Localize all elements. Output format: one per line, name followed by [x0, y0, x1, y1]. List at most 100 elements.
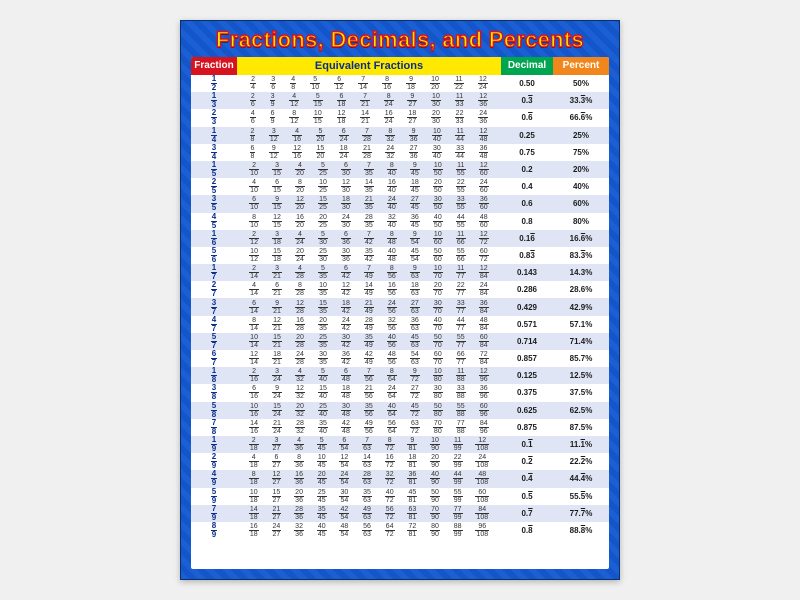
decimal-cell: 0.2 — [501, 165, 553, 174]
decimal-cell: 0.7 — [501, 509, 553, 518]
decimal-cell: 0.8 — [501, 217, 553, 226]
decimal-cell: 0.625 — [501, 406, 553, 415]
percent-cell: 85.7% — [553, 354, 609, 363]
decimal-cell: 0.571 — [501, 320, 553, 329]
percent-cell: 71.4% — [553, 337, 609, 346]
table-row: 3468912121615201824212824322736304033443… — [191, 144, 609, 161]
fraction-cell: 29 — [191, 453, 237, 470]
equivalent-cell: 1014152120282535304235494056456350705577… — [237, 334, 501, 349]
equivalent-cell: 4106158201025123014351640184520502255246… — [237, 179, 501, 194]
percent-cell: 11.1% — [553, 440, 609, 449]
equivalent-cell: 216324432540648756864972108011881296 — [237, 368, 501, 383]
equivalent-cell: 1012151820242530303635424048455450605566… — [237, 248, 501, 263]
table-row: 2346698121015121814211624182720302233243… — [191, 109, 609, 126]
fraction-cell: 49 — [191, 470, 237, 487]
table-row: 122436485106127148169181020112212240.505… — [191, 75, 609, 92]
fraction-cell: 14 — [191, 127, 237, 144]
sheet: Fraction Equivalent Fractions Decimal Pe… — [191, 57, 609, 569]
fraction-cell: 34 — [191, 144, 237, 161]
table-row: 3561091512201525183021352440274530503355… — [191, 195, 609, 212]
equivalent-cell: 1214182124283035364242494856546360706677… — [237, 351, 501, 366]
fraction-cell: 27 — [191, 281, 237, 298]
table-row: 182163244325406487568649721080118812960.… — [191, 367, 609, 384]
header-decimal: Decimal — [501, 57, 553, 75]
equivalent-cell: 210315420525630735840945105011551260 — [237, 162, 501, 177]
decimal-cell: 0.714 — [501, 337, 553, 346]
fraction-cell: 79 — [191, 505, 237, 522]
table-row: 14283124165206247288329361040114412480.2… — [191, 127, 609, 144]
percent-cell: 12.5% — [553, 371, 609, 380]
equivalent-cell: 6149211228153518422149245627633070337736… — [237, 300, 501, 315]
fraction-cell: 16 — [191, 230, 237, 247]
table-row: 2541061582010251230143516401845205022552… — [191, 178, 609, 195]
table-row: 8916182427323640454854566364727281809088… — [191, 522, 609, 539]
header-fraction: Fraction — [191, 57, 237, 75]
percent-cell: 60% — [553, 199, 609, 208]
equivalent-cell: 6169241232154018482156246427723080338836… — [237, 385, 501, 400]
equivalent-cell: 8181227163620452454286332723681409044994… — [237, 471, 501, 486]
percent-cell: 22.2% — [553, 457, 609, 466]
decimal-cell: 0.6 — [501, 113, 553, 122]
fraction-cell: 56 — [191, 247, 237, 264]
table-row: 5910181527203625453054356340724581509055… — [191, 488, 609, 505]
fraction-cell: 35 — [191, 195, 237, 212]
equivalent-cell: 1018152720362545305435634072458150905599… — [237, 489, 501, 504]
decimal-cell: 0.4 — [501, 182, 553, 191]
equivalent-cell: 466981210151218142116241827203022332436 — [237, 110, 501, 125]
equivalent-cell: 1618242732364045485456636472728180908899… — [237, 523, 501, 538]
decimal-cell: 0.4 — [501, 474, 553, 483]
equivalent-cell: 8101215162020252430283532403645405044554… — [237, 214, 501, 229]
percent-cell: 88.8% — [553, 526, 609, 535]
percent-cell: 44.4% — [553, 474, 609, 483]
fraction-cell: 37 — [191, 299, 237, 316]
decimal-cell: 0.1 — [501, 440, 553, 449]
percent-cell: 25% — [553, 131, 609, 140]
percent-cell: 80% — [553, 217, 609, 226]
header-percent: Percent — [553, 57, 609, 75]
decimal-cell: 0.375 — [501, 388, 553, 397]
equivalent-cell: 4146218281035124214491656186320702277248… — [237, 282, 501, 297]
fraction-cell: 18 — [191, 367, 237, 384]
percent-cell: 20% — [553, 165, 609, 174]
percent-cell: 16.6% — [553, 234, 609, 243]
decimal-cell: 0.857 — [501, 354, 553, 363]
decimal-cell: 0.2 — [501, 457, 553, 466]
equivalent-cell: 6109151220152518302135244027453050335536… — [237, 196, 501, 211]
table-row: 2941862783610451254146316721881209022992… — [191, 453, 609, 470]
percent-cell: 87.5% — [553, 423, 609, 432]
fraction-cell: 13 — [191, 92, 237, 109]
table-row: 172143214285356427498569631070117712840.… — [191, 264, 609, 281]
decimal-cell: 0.83 — [501, 251, 553, 260]
equivalent-cell: 1418212728363545425449635672638170907799… — [237, 506, 501, 521]
fraction-cell: 45 — [191, 213, 237, 230]
table-row: 7914182127283635454254496356726381709077… — [191, 505, 609, 522]
poster-title: Fractions, Decimals, and Percents — [191, 27, 609, 53]
table-row: 3861692412321540184821562464277230803388… — [191, 384, 609, 401]
fraction-cell: 23 — [191, 109, 237, 126]
poster: Fractions, Decimals, and Percents Fracti… — [180, 20, 620, 580]
decimal-cell: 0.3 — [501, 96, 553, 105]
decimal-cell: 0.16 — [501, 234, 553, 243]
equivalent-cell: 6891212161520182421282432273630403344364… — [237, 145, 501, 160]
table-body: 122436485106127148169181020112212240.505… — [191, 75, 609, 569]
percent-cell: 57.1% — [553, 320, 609, 329]
equivalent-cell: 2183274365456547638729811090119912108 — [237, 437, 501, 452]
percent-cell: 83.3% — [553, 251, 609, 260]
table-row: 4581012151620202524302835324036454050445… — [191, 213, 609, 230]
fraction-cell: 15 — [191, 161, 237, 178]
decimal-cell: 0.50 — [501, 79, 553, 88]
fraction-cell: 12 — [191, 75, 237, 92]
equivalent-cell: 28312416520624728832936104011441248 — [237, 128, 501, 143]
table-row: 5810161524203225403048355640644572508055… — [191, 402, 609, 419]
decimal-cell: 0.75 — [501, 148, 553, 157]
percent-cell: 77.7% — [553, 509, 609, 518]
decimal-cell: 0.875 — [501, 423, 553, 432]
fraction-cell: 47 — [191, 316, 237, 333]
equivalent-cell: 4186278361045125414631672188120902299241… — [237, 454, 501, 469]
equivalent-cell: 1416212428323540424849565664637270807788… — [237, 420, 501, 435]
decimal-cell: 0.8 — [501, 526, 553, 535]
table-row: 3761492112281535184221492456276330703377… — [191, 298, 609, 315]
fraction-cell: 59 — [191, 488, 237, 505]
decimal-cell: 0.429 — [501, 303, 553, 312]
fraction-cell: 67 — [191, 350, 237, 367]
